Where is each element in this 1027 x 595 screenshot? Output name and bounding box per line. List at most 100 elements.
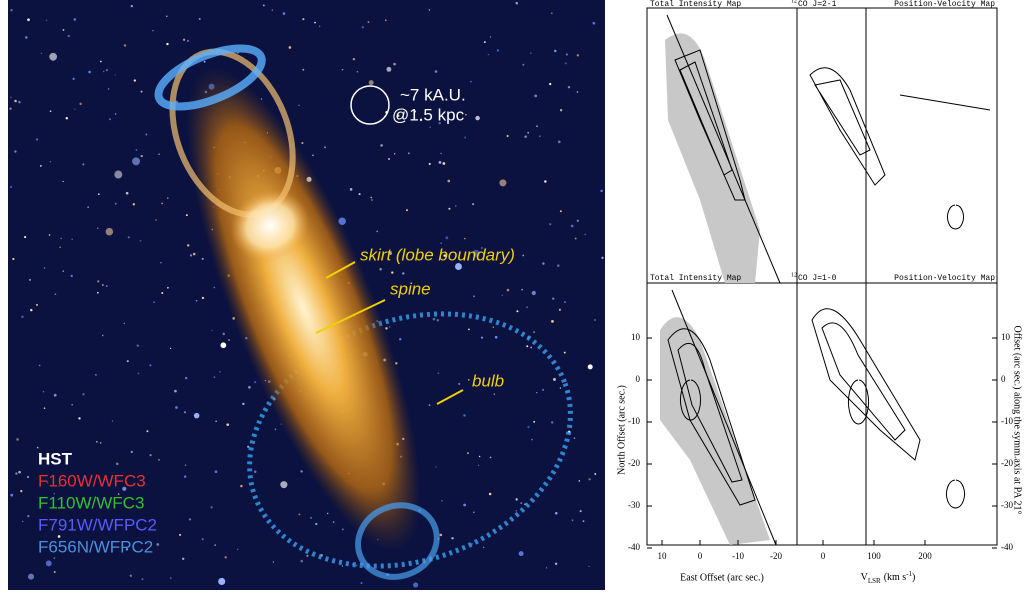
- star: [102, 335, 103, 336]
- star: [594, 319, 595, 320]
- star: [215, 421, 216, 422]
- page: {"image": {"scale_label": ["~7 kA.U.", "…: [0, 0, 1027, 590]
- panel-title: Total Intensity Map: [650, 274, 741, 283]
- star: [534, 95, 537, 98]
- star: [470, 81, 472, 83]
- star: [60, 247, 61, 248]
- star: [97, 280, 99, 282]
- star: [97, 292, 99, 294]
- star: [568, 86, 570, 88]
- star: [519, 551, 524, 556]
- x-tick-label: 200: [918, 551, 932, 561]
- star: [451, 537, 453, 539]
- star: [533, 331, 535, 333]
- star: [435, 466, 436, 467]
- star: [560, 109, 562, 111]
- star: [100, 61, 102, 63]
- star: [185, 377, 187, 379]
- y-tick-label: 0: [1001, 374, 1006, 384]
- star: [588, 566, 589, 567]
- star: [214, 376, 216, 378]
- star: [473, 295, 475, 297]
- star: [116, 462, 119, 465]
- star: [100, 442, 101, 443]
- star: [473, 511, 475, 513]
- star: [78, 417, 80, 419]
- star: [46, 20, 48, 22]
- star: [152, 30, 153, 31]
- star: [499, 179, 506, 186]
- star: [552, 297, 554, 299]
- star: [109, 118, 111, 120]
- star: [399, 338, 401, 340]
- star: [371, 199, 372, 200]
- star: [516, 2, 519, 5]
- star: [37, 447, 39, 449]
- star: [522, 64, 524, 66]
- star: [560, 387, 561, 388]
- legend-entry: F656N/WFPC2: [38, 537, 153, 556]
- star: [301, 142, 303, 144]
- star: [124, 44, 126, 46]
- x-tick-label: 0: [821, 551, 826, 561]
- star: [479, 456, 480, 457]
- star: [273, 561, 275, 563]
- star: [359, 193, 361, 195]
- star: [565, 62, 567, 64]
- star: [174, 390, 177, 393]
- star: [190, 254, 192, 256]
- star: [108, 88, 109, 89]
- star: [18, 101, 20, 103]
- legend-entry: F160W/WFC3: [38, 471, 146, 490]
- star: [443, 162, 446, 165]
- star: [388, 158, 390, 160]
- star: [380, 144, 383, 147]
- star: [310, 517, 312, 519]
- star: [27, 476, 29, 478]
- star: [542, 389, 544, 391]
- star: [141, 155, 143, 157]
- star: [40, 165, 42, 167]
- panel-title: Position-Velocity Map: [894, 274, 995, 283]
- star: [73, 18, 76, 21]
- star: [521, 289, 523, 291]
- star: [527, 132, 529, 134]
- y-tick-label: -40: [1001, 542, 1013, 552]
- star: [391, 271, 393, 273]
- star: [149, 454, 151, 456]
- star: [532, 291, 536, 295]
- star: [546, 567, 547, 568]
- star: [554, 50, 556, 52]
- star: [555, 512, 558, 515]
- star: [520, 502, 522, 504]
- star: [106, 69, 108, 71]
- figure: ~7 kA.U. @1.5 kpc skirt (lobe boundary) …: [0, 0, 1027, 590]
- star: [386, 67, 391, 72]
- star: [106, 285, 108, 287]
- star: [218, 578, 225, 585]
- annotation: skirt (lobe boundary): [360, 245, 515, 264]
- nebula-image: ~7 kA.U. @1.5 kpc skirt (lobe boundary) …: [8, 0, 606, 590]
- y-tick-label: -40: [628, 542, 640, 552]
- star: [103, 71, 105, 73]
- star: [167, 197, 168, 198]
- star: [542, 262, 544, 264]
- star: [30, 309, 32, 311]
- star: [357, 71, 359, 73]
- star: [385, 20, 386, 21]
- star: [114, 171, 122, 179]
- star: [124, 323, 125, 324]
- star: [160, 262, 161, 263]
- star: [72, 78, 74, 80]
- star: [564, 301, 566, 303]
- star: [280, 481, 287, 488]
- star: [549, 223, 551, 225]
- star: [393, 63, 396, 66]
- star: [429, 404, 431, 406]
- star: [579, 480, 581, 482]
- star: [211, 330, 212, 331]
- star: [478, 465, 479, 466]
- star: [447, 180, 450, 183]
- x-tick-label: -20: [770, 551, 782, 561]
- star: [263, 4, 265, 6]
